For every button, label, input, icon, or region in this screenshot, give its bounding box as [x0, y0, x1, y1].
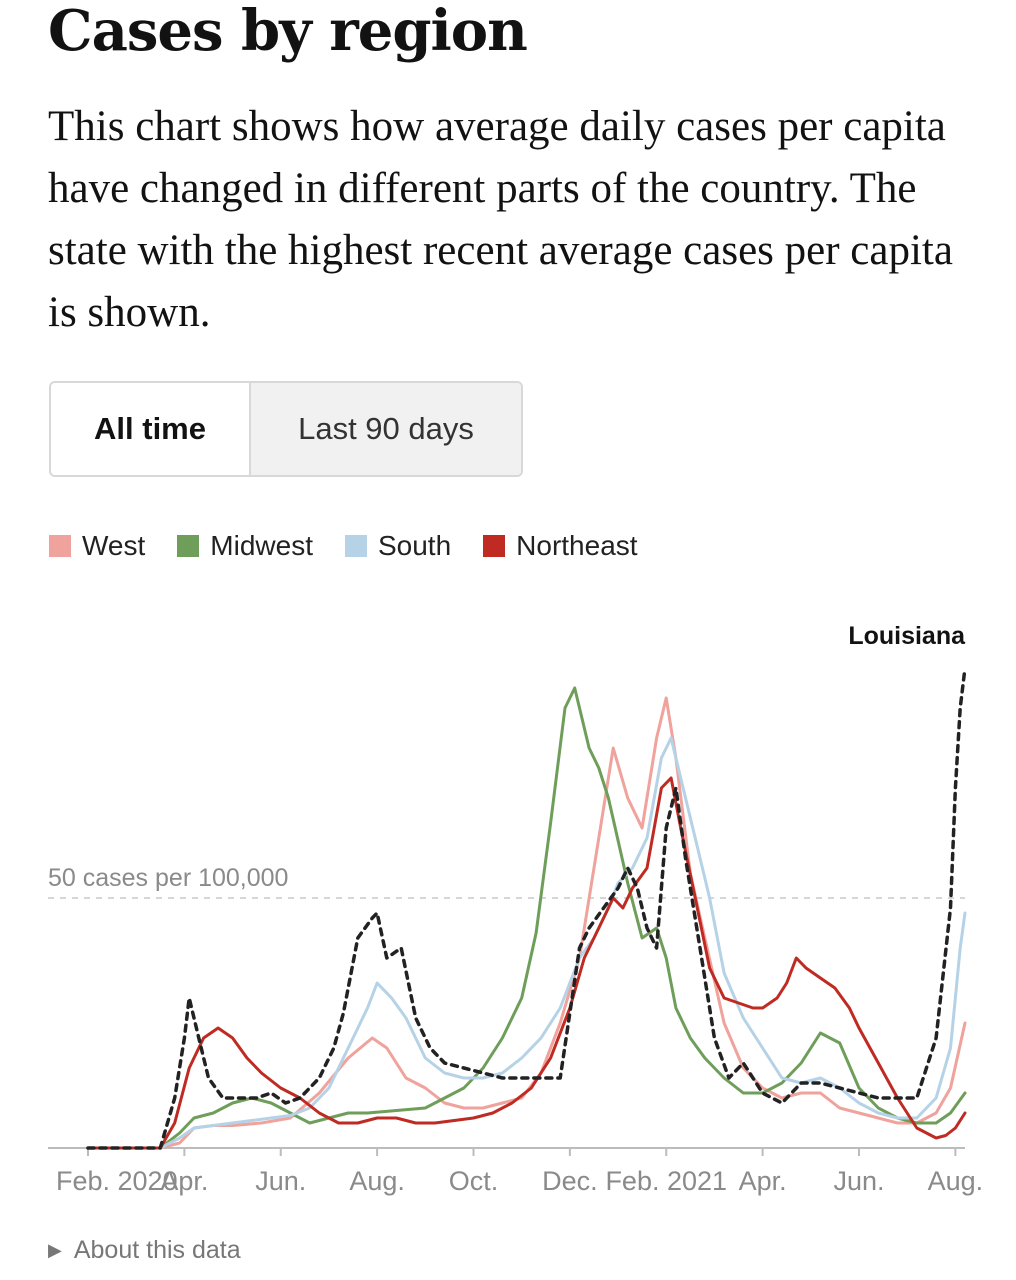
louisiana-label: Louisiana [848, 622, 966, 650]
legend-swatch-south [344, 535, 367, 557]
legend: West Midwest South Northeast [49, 526, 670, 566]
x-tick-label: Feb. 2021 [605, 1166, 727, 1196]
page-title: Cases by region [48, 0, 528, 64]
annotation-layer: Louisiana [848, 622, 966, 650]
legend-label-west: West [82, 530, 146, 561]
legend-label-northeast: Northeast [516, 530, 638, 561]
legend-swatch-west [49, 535, 71, 557]
series-line-louisiana [86, 666, 967, 1150]
reference-layer: 50 cases per 100,000 [48, 864, 965, 899]
toggle-last-90-days[interactable]: Last 90 days [251, 383, 521, 475]
x-tick-label: Jun. [833, 1166, 884, 1196]
legend-label-midwest: Midwest [210, 530, 313, 561]
about-data-link[interactable]: ▶ About this data [48, 1236, 241, 1265]
x-tick-label: Feb. 2020 [56, 1166, 178, 1196]
x-tick-label: Oct. [449, 1166, 499, 1196]
chart-description: This chart shows how average daily cases… [48, 103, 953, 336]
x-tick-label: Jun. [255, 1166, 306, 1196]
toggle-all-time[interactable]: All time [51, 383, 251, 475]
time-range-toggle: All time Last 90 days [49, 381, 523, 477]
legend-item-south: South [344, 530, 452, 562]
about-data-label: About this data [73, 1236, 241, 1264]
x-tick-label: Aug. [928, 1166, 984, 1196]
series-line-northeast [86, 776, 967, 1150]
legend-swatch-midwest [177, 535, 200, 557]
expand-triangle-icon: ▶ [48, 1240, 62, 1260]
x-tick-label: Apr. [160, 1166, 208, 1196]
legend-item-midwest: Midwest [177, 530, 313, 562]
series-line-south [86, 736, 967, 1150]
reference-line-label: 50 cases per 100,000 [48, 864, 288, 892]
x-tick-label: Aug. [349, 1166, 405, 1196]
legend-item-northeast: Northeast [483, 530, 638, 562]
series-line-west [86, 696, 967, 1150]
legend-swatch-northeast [483, 535, 506, 557]
legend-item-west: West [49, 530, 145, 562]
legend-label-south: South [377, 530, 452, 561]
series-layer [86, 666, 967, 1150]
x-tick-label: Dec. [542, 1166, 598, 1196]
x-tick-label: Apr. [739, 1166, 787, 1196]
series-line-midwest [86, 686, 967, 1150]
